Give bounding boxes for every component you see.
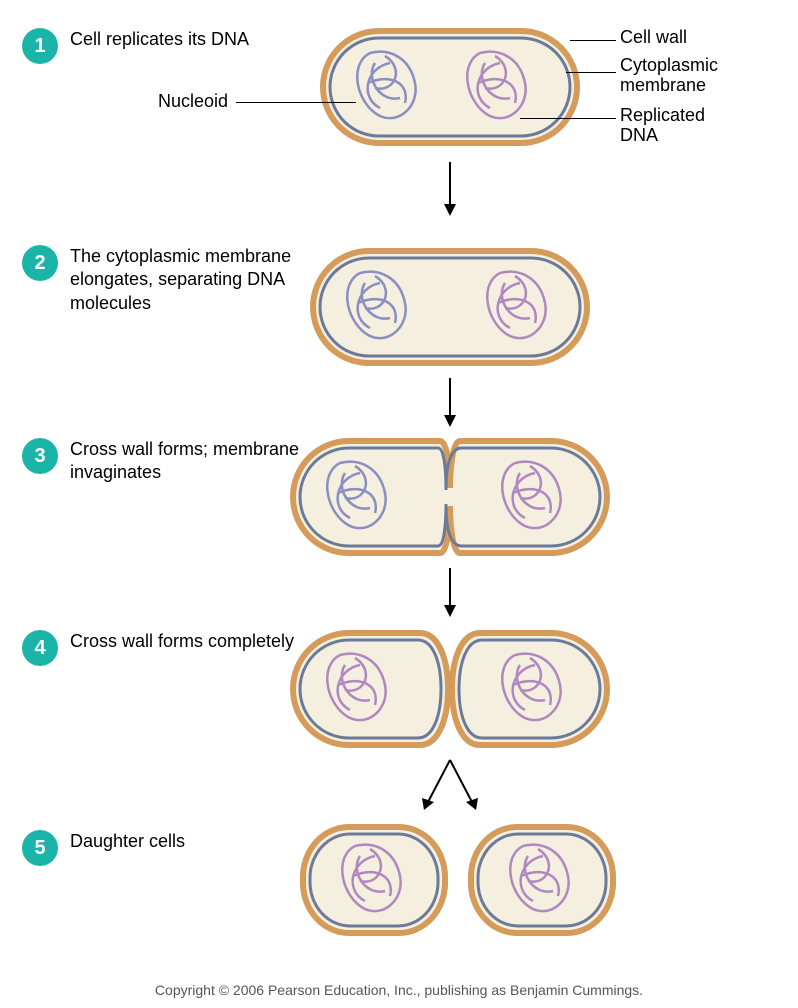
stage-1-text: Cell replicates its DNA [70,28,249,51]
line-nucleoid [236,102,356,103]
cell-stage-3 [290,438,610,556]
badge-num: 1 [34,35,45,58]
stage-5-row: 5 Daughter cells [22,830,185,866]
stage-3-badge: 3 [22,438,58,474]
cell-5r-svg [468,824,616,936]
stage-3-text: Cross wall forms; membrane invaginates [70,438,300,485]
arrow-4-split [410,758,490,818]
badge-num: 4 [34,637,45,660]
line-cell-wall [570,40,616,41]
cell-stage-4 [290,630,610,748]
cell-stage-5-right [468,824,616,936]
arrow-1 [440,160,460,220]
cell-4-svg [290,630,610,748]
cell-stage-2 [310,248,590,366]
stage-2-text: The cytoplasmic membrane elongates, sepa… [70,245,300,315]
copyright-text: Copyright © 2006 Pearson Education, Inc.… [0,982,798,998]
stage-3-row: 3 Cross wall forms; membrane invaginates [22,438,300,485]
line-cytoplasmic-membrane [566,72,616,73]
cell-5l-svg [300,824,448,936]
stage-4-text: Cross wall forms completely [70,630,294,653]
badge-num: 2 [34,252,45,275]
arrow-3 [440,566,460,621]
cell-stage-5-left [300,824,448,936]
stage-4-row: 4 Cross wall forms completely [22,630,294,666]
stage-2-badge: 2 [22,245,58,281]
badge-num: 3 [34,445,45,468]
stage-5-badge: 5 [22,830,58,866]
cell-stage-1 [320,28,580,146]
cell-2-svg [310,248,590,366]
label-replicated-dna: Replicated DNA [620,106,740,146]
stage-2-row: 2 The cytoplasmic membrane elongates, se… [22,245,300,315]
stage-1-row: 1 Cell replicates its DNA [22,28,249,64]
label-cell-wall: Cell wall [620,28,687,48]
line-replicated-dna [520,118,616,119]
badge-num: 5 [34,837,45,860]
cell-1-svg [320,28,580,146]
arrow-2 [440,376,460,431]
stage-5-text: Daughter cells [70,830,185,853]
stage-4-badge: 4 [22,630,58,666]
label-cytoplasmic-membrane: Cytoplasmic membrane [620,56,760,96]
cell-3-svg [290,438,610,556]
label-nucleoid: Nucleoid [158,92,228,112]
stage-1-badge: 1 [22,28,58,64]
